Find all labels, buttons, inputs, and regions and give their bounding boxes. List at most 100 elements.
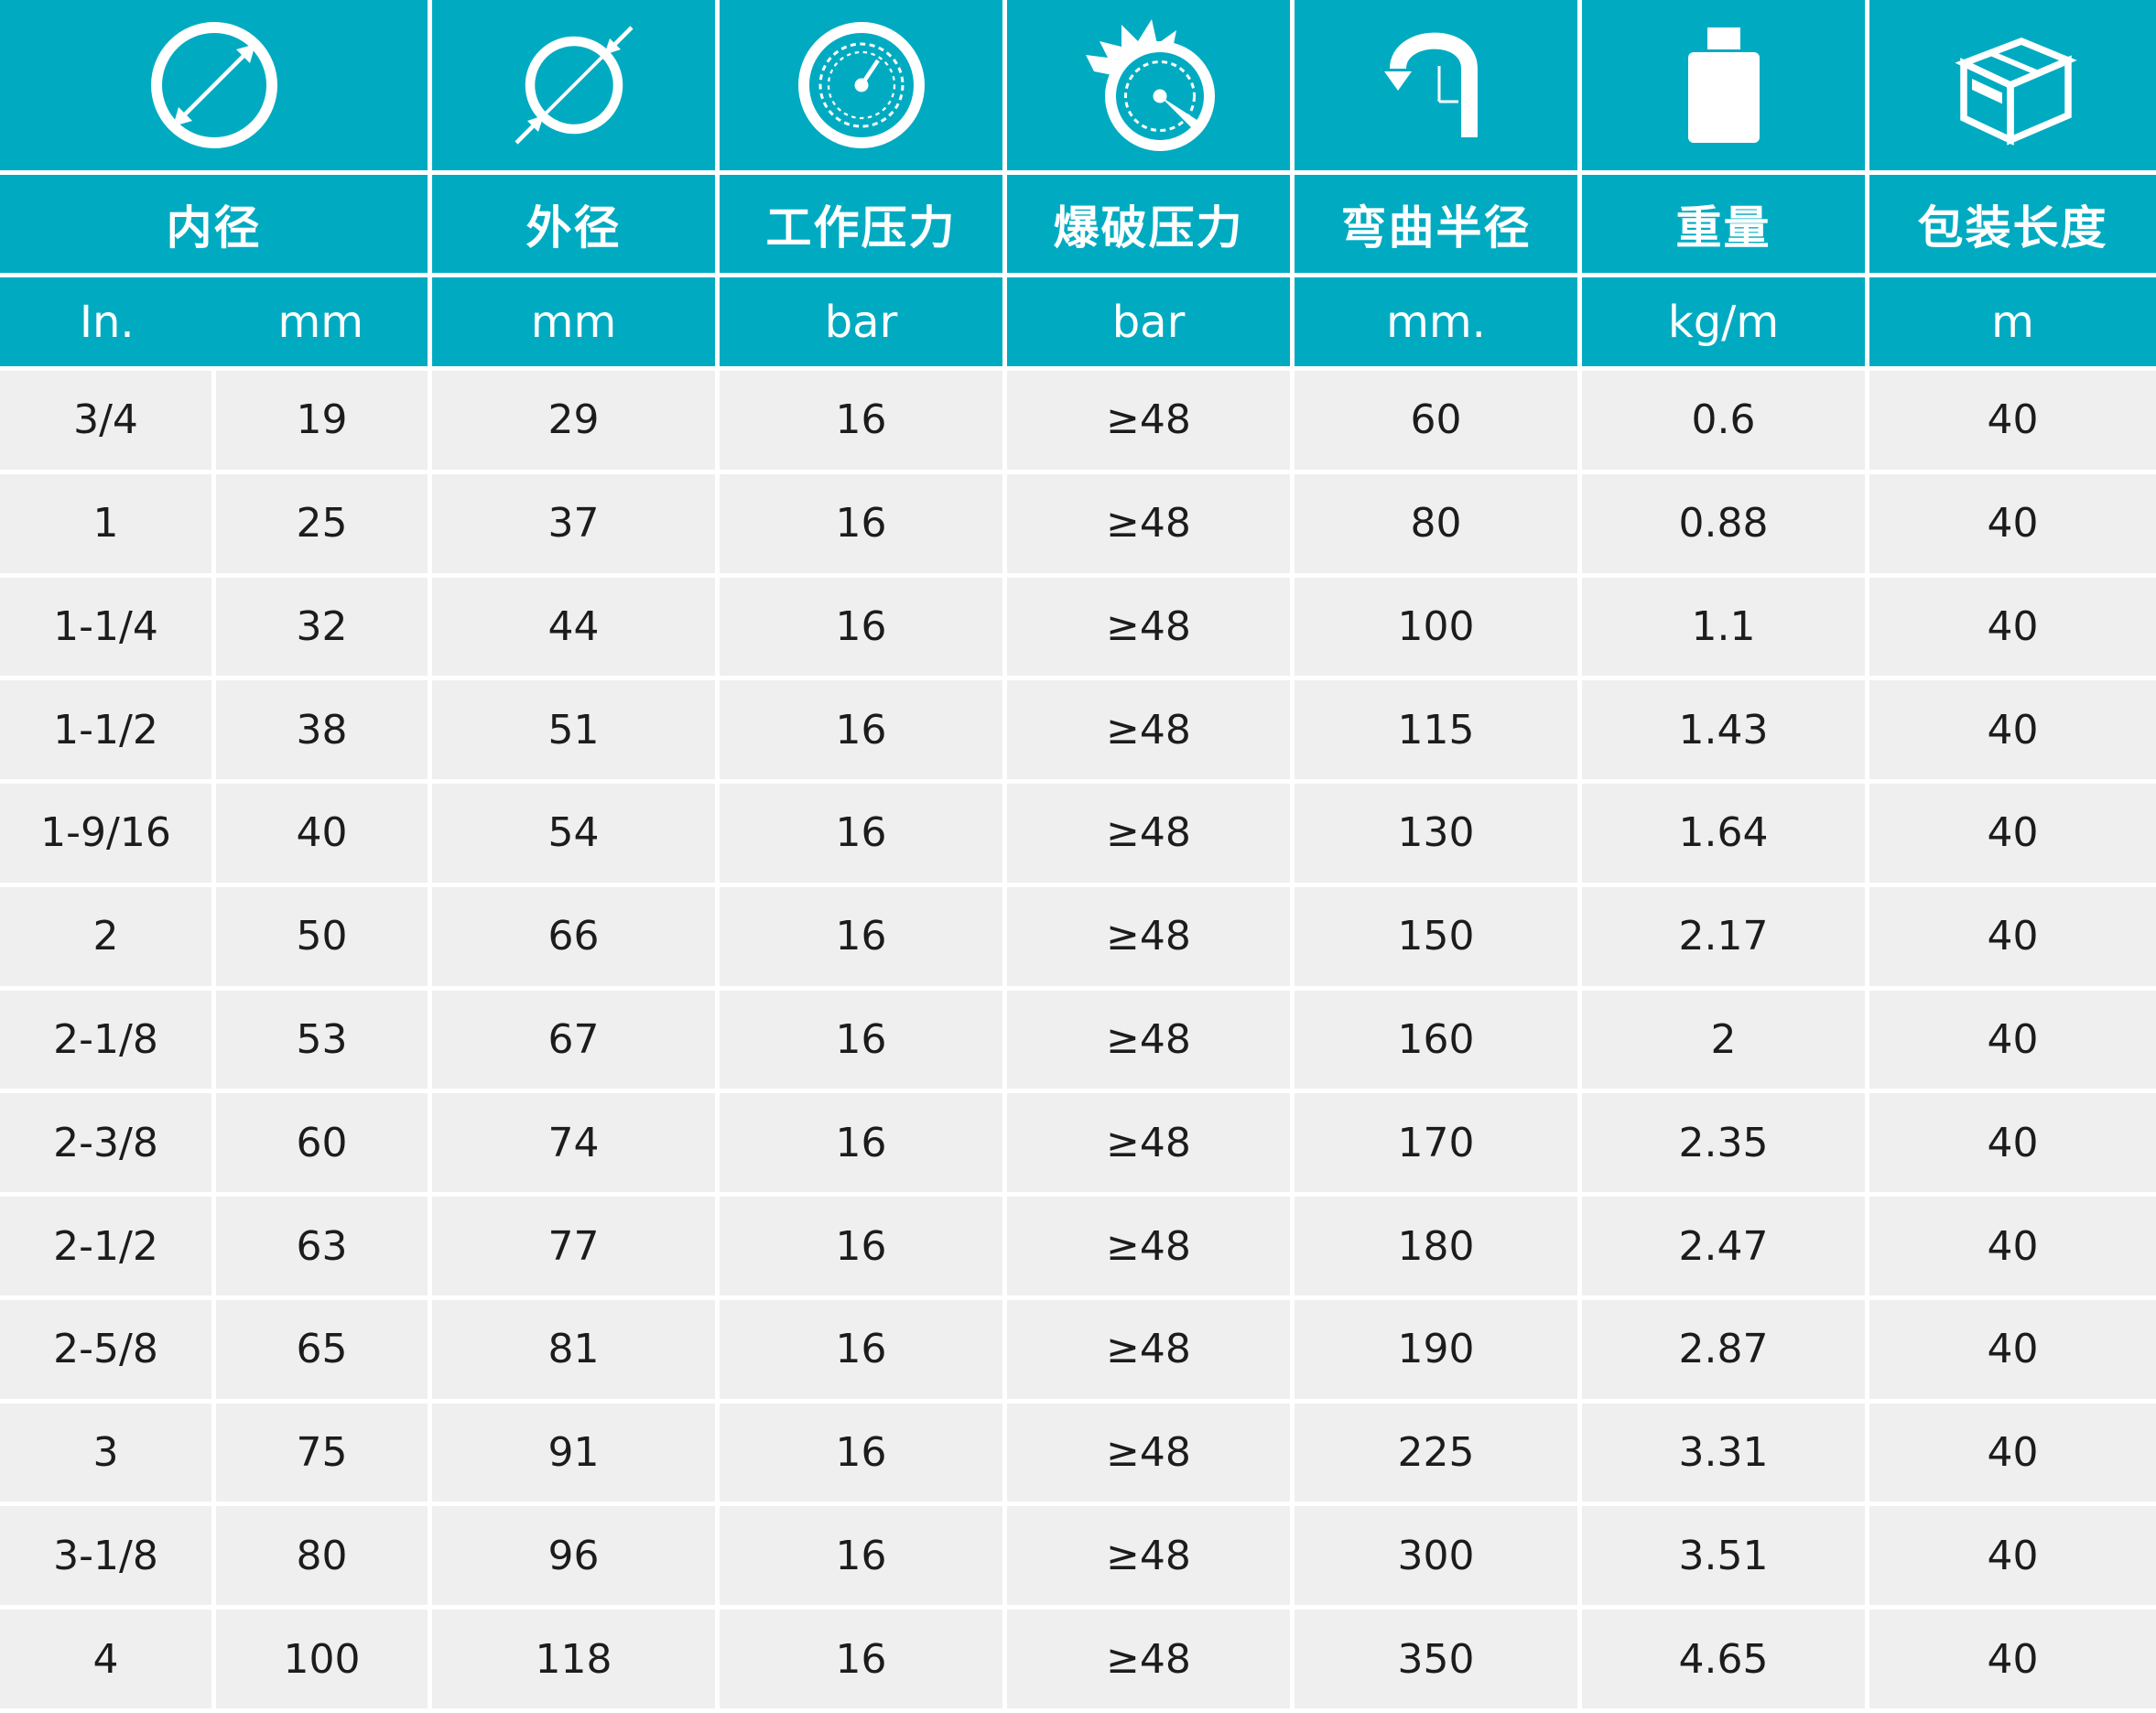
table-cell-weight: 0.6 xyxy=(1582,371,1869,474)
table-cell-inner-diameter-mm: 100 xyxy=(216,1610,432,1713)
table-cell-bend-radius: 130 xyxy=(1295,784,1582,887)
table-cell-inner-diameter-mm: 60 xyxy=(216,1093,432,1198)
unit-burst-pressure: bar xyxy=(1007,277,1295,371)
bend-radius-icon-cell xyxy=(1295,0,1582,175)
table-cell-working-pressure: 16 xyxy=(720,1506,1007,1610)
table-cell-working-pressure: 16 xyxy=(720,886,1007,991)
table-cell-working-pressure: 16 xyxy=(720,990,1007,1094)
table-cell-inner-diameter-mm: 38 xyxy=(216,680,432,785)
table-cell-bend-radius: 300 xyxy=(1295,1506,1582,1610)
table-cell-outer-diameter: 91 xyxy=(432,1403,720,1507)
table-cell-package-length: 40 xyxy=(1869,1299,2156,1404)
table-cell-working-pressure: 16 xyxy=(720,1093,1007,1198)
table-cell-weight: 2.17 xyxy=(1582,886,1869,991)
table-cell-burst-pressure: ≥48 xyxy=(1007,680,1295,785)
table-cell-outer-diameter: 54 xyxy=(432,784,720,887)
table-cell-working-pressure: 16 xyxy=(720,473,1007,578)
table-cell-bend-radius: 150 xyxy=(1295,886,1582,991)
table-cell-outer-diameter: 37 xyxy=(432,473,720,578)
table-cell-outer-diameter: 44 xyxy=(432,577,720,681)
unit-bend-radius: mm. xyxy=(1295,277,1582,371)
table-cell-bend-radius: 170 xyxy=(1295,1093,1582,1198)
pressure-gauge-icon xyxy=(797,22,925,148)
table-cell-package-length: 40 xyxy=(1869,473,2156,578)
table-cell-inner-diameter-in: 3/4 xyxy=(0,371,216,474)
pressure-gauge-icon-cell xyxy=(720,0,1007,175)
table-cell-package-length: 40 xyxy=(1869,1197,2156,1300)
table-cell-package-length: 40 xyxy=(1869,990,2156,1094)
table-cell-inner-diameter-in: 4 xyxy=(0,1610,216,1713)
outer-diameter-icon xyxy=(514,26,634,145)
table-cell-burst-pressure: ≥48 xyxy=(1007,371,1295,474)
table-cell-burst-pressure: ≥48 xyxy=(1007,1093,1295,1198)
table-cell-inner-diameter-mm: 80 xyxy=(216,1506,432,1610)
table-cell-inner-diameter-mm: 40 xyxy=(216,784,432,887)
table-cell-working-pressure: 16 xyxy=(720,577,1007,681)
table-cell-burst-pressure: ≥48 xyxy=(1007,990,1295,1094)
table-cell-burst-pressure: ≥48 xyxy=(1007,577,1295,681)
table-cell-working-pressure: 16 xyxy=(720,784,1007,887)
table-cell-weight: 2.35 xyxy=(1582,1093,1869,1198)
burst-gauge-icon-cell xyxy=(1007,0,1295,175)
table-cell-bend-radius: 115 xyxy=(1295,680,1582,785)
table-cell-package-length: 40 xyxy=(1869,371,2156,474)
unit-inch: In. xyxy=(79,296,135,348)
unit-inner-diameter: In. mm xyxy=(0,277,432,371)
table-cell-working-pressure: 16 xyxy=(720,1299,1007,1404)
unit-mm: mm xyxy=(277,296,363,348)
table-cell-working-pressure: 16 xyxy=(720,1197,1007,1300)
table-cell-inner-diameter-in: 2-3/8 xyxy=(0,1093,216,1198)
table-cell-weight: 2.47 xyxy=(1582,1197,1869,1300)
table-cell-bend-radius: 190 xyxy=(1295,1299,1582,1404)
table-cell-bend-radius: 225 xyxy=(1295,1403,1582,1507)
table-cell-package-length: 40 xyxy=(1869,1610,2156,1713)
table-cell-inner-diameter-in: 1-1/2 xyxy=(0,680,216,785)
weight-icon-cell xyxy=(1582,0,1869,175)
table-cell-weight: 2.87 xyxy=(1582,1299,1869,1404)
table-cell-burst-pressure: ≥48 xyxy=(1007,473,1295,578)
table-cell-weight: 3.51 xyxy=(1582,1506,1869,1610)
unit-working-pressure: bar xyxy=(720,277,1007,371)
table-cell-burst-pressure: ≥48 xyxy=(1007,886,1295,991)
table-cell-weight: 1.1 xyxy=(1582,577,1869,681)
table-cell-outer-diameter: 81 xyxy=(432,1299,720,1404)
table-cell-weight: 1.64 xyxy=(1582,784,1869,887)
header-working-pressure: 工作压力 xyxy=(720,175,1007,277)
table-cell-bend-radius: 350 xyxy=(1295,1610,1582,1713)
table-cell-weight: 4.65 xyxy=(1582,1610,1869,1713)
table-cell-outer-diameter: 118 xyxy=(432,1610,720,1713)
table-cell-outer-diameter: 74 xyxy=(432,1093,720,1198)
table-cell-package-length: 40 xyxy=(1869,1506,2156,1610)
table-cell-weight: 0.88 xyxy=(1582,473,1869,578)
table-cell-inner-diameter-mm: 25 xyxy=(216,473,432,578)
table-cell-working-pressure: 16 xyxy=(720,1403,1007,1507)
table-cell-inner-diameter-in: 2-5/8 xyxy=(0,1299,216,1404)
table-cell-weight: 3.31 xyxy=(1582,1403,1869,1507)
bend-radius-icon xyxy=(1383,32,1478,137)
table-cell-inner-diameter-in: 1 xyxy=(0,473,216,578)
inner-diameter-icon xyxy=(150,22,277,148)
table-cell-inner-diameter-mm: 63 xyxy=(216,1197,432,1300)
header-weight: 重量 xyxy=(1582,175,1869,277)
table-cell-inner-diameter-mm: 65 xyxy=(216,1299,432,1404)
table-cell-inner-diameter-in: 1-9/16 xyxy=(0,784,216,887)
table-cell-working-pressure: 16 xyxy=(720,680,1007,785)
table-cell-bend-radius: 60 xyxy=(1295,371,1582,474)
table-cell-outer-diameter: 96 xyxy=(432,1506,720,1610)
table-cell-bend-radius: 180 xyxy=(1295,1197,1582,1300)
burst-gauge-icon xyxy=(1085,19,1215,151)
table-cell-weight: 1.43 xyxy=(1582,680,1869,785)
table-cell-outer-diameter: 29 xyxy=(432,371,720,474)
table-cell-inner-diameter-in: 2 xyxy=(0,886,216,991)
package-box-icon xyxy=(1954,37,2077,146)
unit-outer-diameter: mm xyxy=(432,277,720,371)
outer-diameter-icon-cell xyxy=(432,0,720,175)
unit-package-length: m xyxy=(1869,277,2156,371)
unit-weight: kg/m xyxy=(1582,277,1869,371)
table-cell-burst-pressure: ≥48 xyxy=(1007,784,1295,887)
table-cell-outer-diameter: 77 xyxy=(432,1197,720,1300)
header-outer-diameter: 外径 xyxy=(432,175,720,277)
table-cell-inner-diameter-mm: 19 xyxy=(216,371,432,474)
table-cell-package-length: 40 xyxy=(1869,680,2156,785)
table-cell-outer-diameter: 67 xyxy=(432,990,720,1094)
